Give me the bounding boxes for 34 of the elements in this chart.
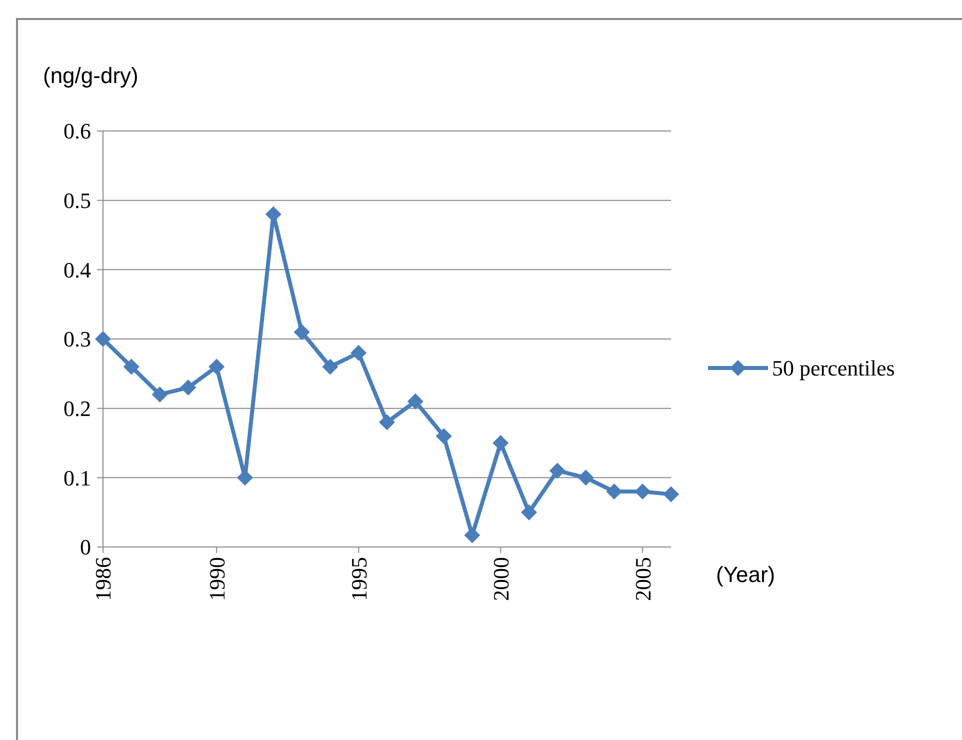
- y-tick-label: 0.1: [64, 465, 91, 490]
- y-tick-label: 0.5: [64, 188, 91, 214]
- point: [152, 386, 168, 402]
- y-tick-label: 0.3: [64, 326, 91, 352]
- x-tick-label: 1995: [346, 557, 372, 601]
- x-axis-title: (Year): [716, 562, 776, 587]
- x-tick-label: 2005: [630, 557, 656, 601]
- y-tick-label: 0.4: [64, 257, 91, 282]
- point: [208, 358, 225, 375]
- y-tick-label: 0: [80, 534, 91, 560]
- point: [663, 486, 679, 502]
- point: [521, 504, 537, 520]
- point: [578, 470, 594, 486]
- y-tick-label: 0.6: [64, 118, 91, 144]
- point: [123, 358, 140, 375]
- point: [407, 393, 424, 410]
- point: [606, 484, 622, 500]
- x-tick-label: 1990: [204, 557, 230, 601]
- point: [322, 358, 338, 375]
- point: [294, 324, 310, 340]
- x-tick-label: 1986: [90, 557, 116, 601]
- point: [492, 435, 509, 451]
- point: [464, 527, 480, 544]
- point: [634, 484, 651, 500]
- point: [350, 344, 367, 361]
- y-axis-title: (ng/g-dry): [43, 63, 138, 88]
- legend-label: 50 percentiles: [772, 356, 895, 381]
- x-tick-label: 2000: [488, 557, 514, 601]
- point: [95, 331, 111, 347]
- point: [379, 414, 395, 430]
- point: [180, 380, 196, 396]
- y-tick-label: 0.2: [64, 396, 91, 422]
- point: [436, 428, 452, 444]
- point: [549, 462, 566, 479]
